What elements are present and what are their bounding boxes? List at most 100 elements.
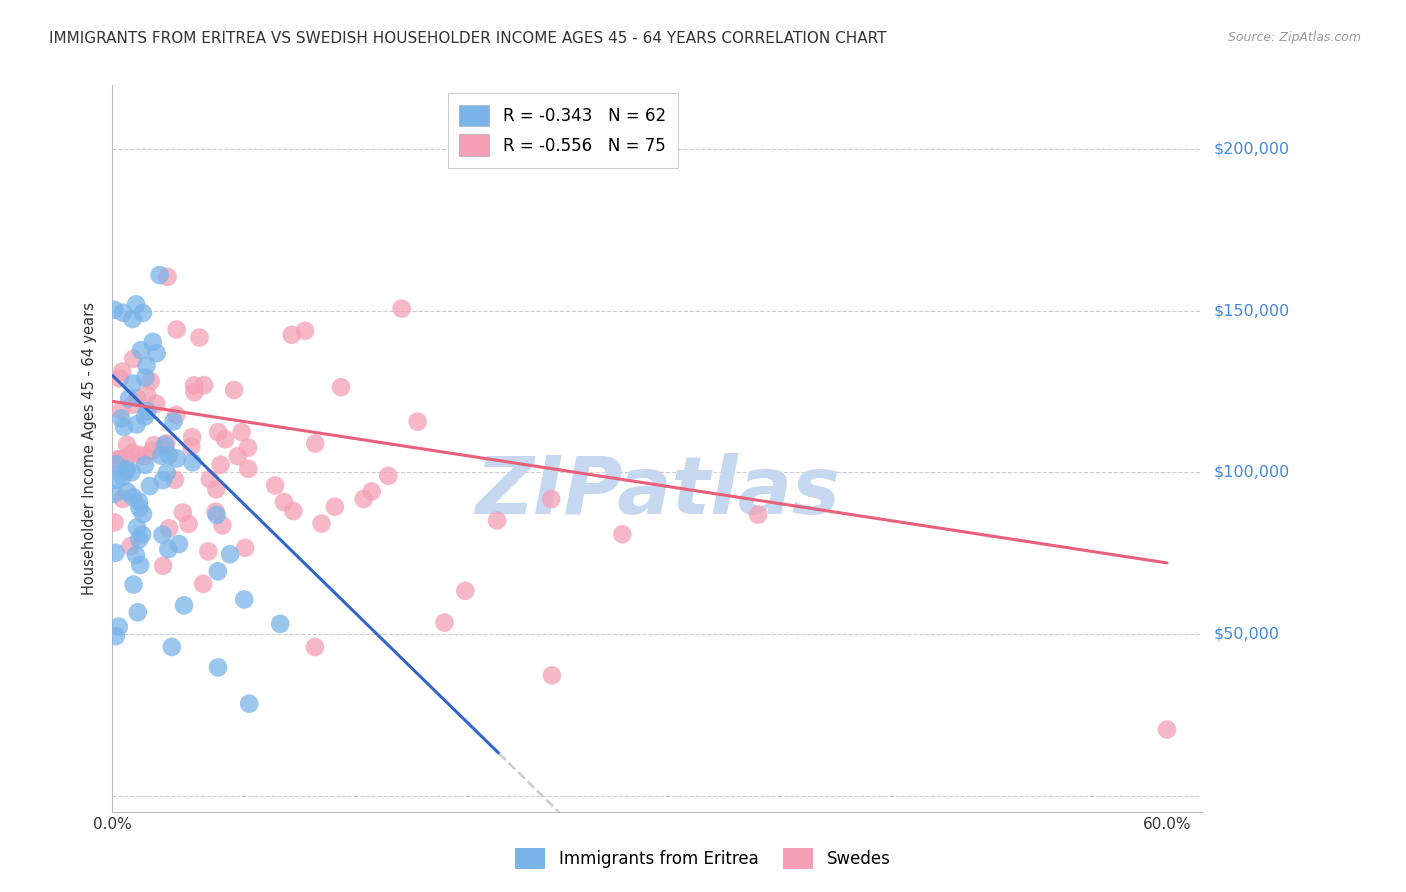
Point	[238, 697, 260, 711]
Point	[134, 409, 156, 424]
Point	[121, 312, 143, 326]
Point	[128, 500, 150, 515]
Point	[111, 469, 134, 483]
Point	[294, 324, 316, 338]
Text: $150,000: $150,000	[1213, 303, 1289, 318]
Point	[104, 516, 127, 530]
Point	[377, 468, 399, 483]
Point	[153, 438, 176, 452]
Point	[105, 473, 128, 487]
Point	[224, 383, 246, 397]
Point	[163, 473, 186, 487]
Point	[148, 268, 170, 282]
Point	[121, 398, 143, 412]
Point	[165, 408, 187, 422]
Point	[166, 322, 188, 336]
Legend: R = -0.343   N = 62, R = -0.556   N = 75: R = -0.343 N = 62, R = -0.556 N = 75	[447, 93, 678, 168]
Point	[141, 444, 163, 458]
Point	[104, 546, 127, 560]
Point	[103, 302, 125, 317]
Point	[110, 403, 132, 417]
Point	[207, 660, 229, 674]
Point	[219, 547, 242, 561]
Point	[311, 516, 333, 531]
Point	[132, 306, 155, 320]
Point	[233, 592, 256, 607]
Point	[139, 479, 162, 493]
Point	[157, 521, 180, 535]
Point	[188, 330, 211, 344]
Point	[406, 415, 429, 429]
Point	[104, 457, 127, 471]
Point	[205, 508, 228, 522]
Point	[281, 327, 304, 342]
Point	[157, 542, 180, 557]
Point	[127, 605, 149, 619]
Point	[125, 520, 148, 534]
Point	[125, 297, 148, 311]
Point	[155, 436, 177, 450]
Point	[136, 404, 159, 418]
Legend: Immigrants from Eritrea, Swedes: Immigrants from Eritrea, Swedes	[505, 838, 901, 880]
Point	[112, 306, 135, 320]
Point	[269, 616, 291, 631]
Point	[122, 351, 145, 366]
Point	[173, 599, 195, 613]
Text: $200,000: $200,000	[1213, 142, 1289, 157]
Point	[107, 620, 129, 634]
Point	[145, 397, 167, 411]
Point	[433, 615, 456, 630]
Point	[612, 527, 634, 541]
Point	[167, 537, 190, 551]
Point	[391, 301, 413, 316]
Point	[211, 518, 233, 533]
Point	[172, 506, 194, 520]
Point	[134, 458, 156, 472]
Point	[134, 449, 156, 463]
Point	[330, 380, 353, 394]
Point	[122, 490, 145, 504]
Point	[103, 487, 125, 501]
Point	[111, 491, 134, 506]
Text: ZIPatlas: ZIPatlas	[475, 453, 839, 531]
Point	[112, 420, 135, 434]
Point	[162, 415, 184, 429]
Point	[283, 504, 305, 518]
Point	[454, 583, 477, 598]
Point	[540, 491, 562, 506]
Point	[198, 472, 221, 486]
Point	[152, 473, 174, 487]
Point	[205, 483, 228, 497]
Point	[166, 451, 188, 466]
Point	[107, 453, 129, 467]
Point	[117, 484, 139, 499]
Point	[273, 495, 295, 509]
Point	[236, 441, 259, 455]
Point	[136, 387, 159, 401]
Point	[231, 425, 253, 439]
Point	[207, 425, 229, 439]
Point	[181, 430, 204, 444]
Point	[209, 458, 232, 472]
Point	[360, 484, 382, 499]
Point	[145, 346, 167, 360]
Point	[128, 494, 150, 508]
Point	[207, 565, 229, 579]
Point	[353, 491, 375, 506]
Point	[156, 466, 179, 480]
Point	[118, 392, 141, 406]
Point	[115, 464, 138, 478]
Point	[233, 541, 256, 555]
Point	[104, 629, 127, 643]
Point	[238, 462, 260, 476]
Point	[115, 450, 138, 465]
Point	[108, 371, 131, 385]
Point	[142, 334, 165, 349]
Point	[486, 514, 509, 528]
Text: $100,000: $100,000	[1213, 465, 1289, 480]
Point	[193, 577, 215, 591]
Point	[152, 527, 174, 541]
Point	[127, 392, 149, 406]
Point	[150, 449, 173, 463]
Text: $50,000: $50,000	[1213, 626, 1279, 641]
